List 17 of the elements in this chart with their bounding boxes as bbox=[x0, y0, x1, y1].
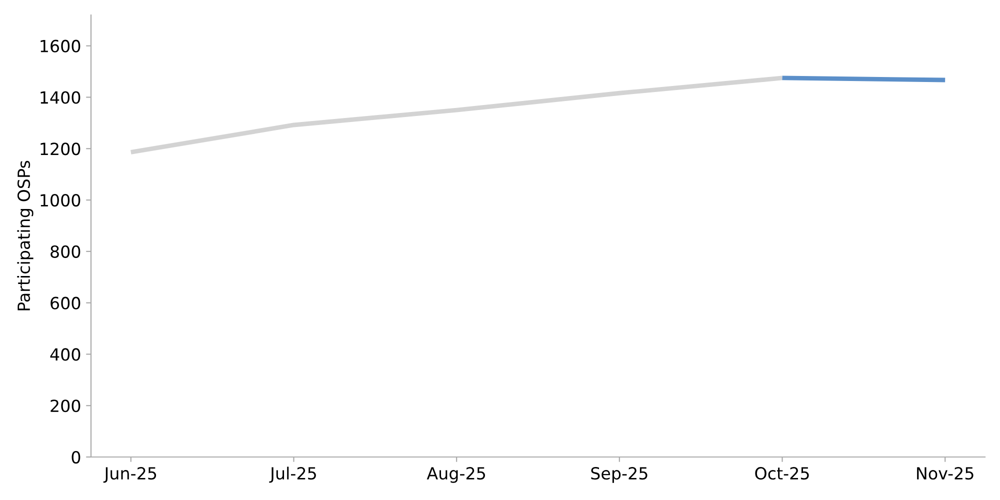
x-tick-label: Jun-25 bbox=[103, 467, 156, 483]
x-tick-label: Nov-25 bbox=[917, 467, 974, 480]
y-tick-label: 0 bbox=[72, 450, 80, 464]
y-tick-label: 1400 bbox=[40, 91, 80, 104]
y-tick-label: 1600 bbox=[40, 40, 80, 52]
x-tick-label: Jul-25 bbox=[269, 466, 316, 483]
y-tick-label: 200 bbox=[50, 400, 80, 412]
y-tick-label: 1000 bbox=[40, 194, 80, 207]
line-series bbox=[128, 76, 784, 154]
x-tick-label: Sep-25 bbox=[591, 467, 648, 483]
y-tick-label: 600 bbox=[50, 296, 80, 310]
y-tick-label: 1200 bbox=[40, 142, 80, 156]
y-axis-title: Participating OSPs bbox=[17, 160, 34, 310]
y-tick-label: 400 bbox=[50, 348, 80, 361]
x-tick-label: Oct-25 bbox=[755, 467, 809, 480]
y-tick-label: 800 bbox=[50, 245, 80, 258]
x-tick-label: Aug-25 bbox=[426, 467, 486, 483]
